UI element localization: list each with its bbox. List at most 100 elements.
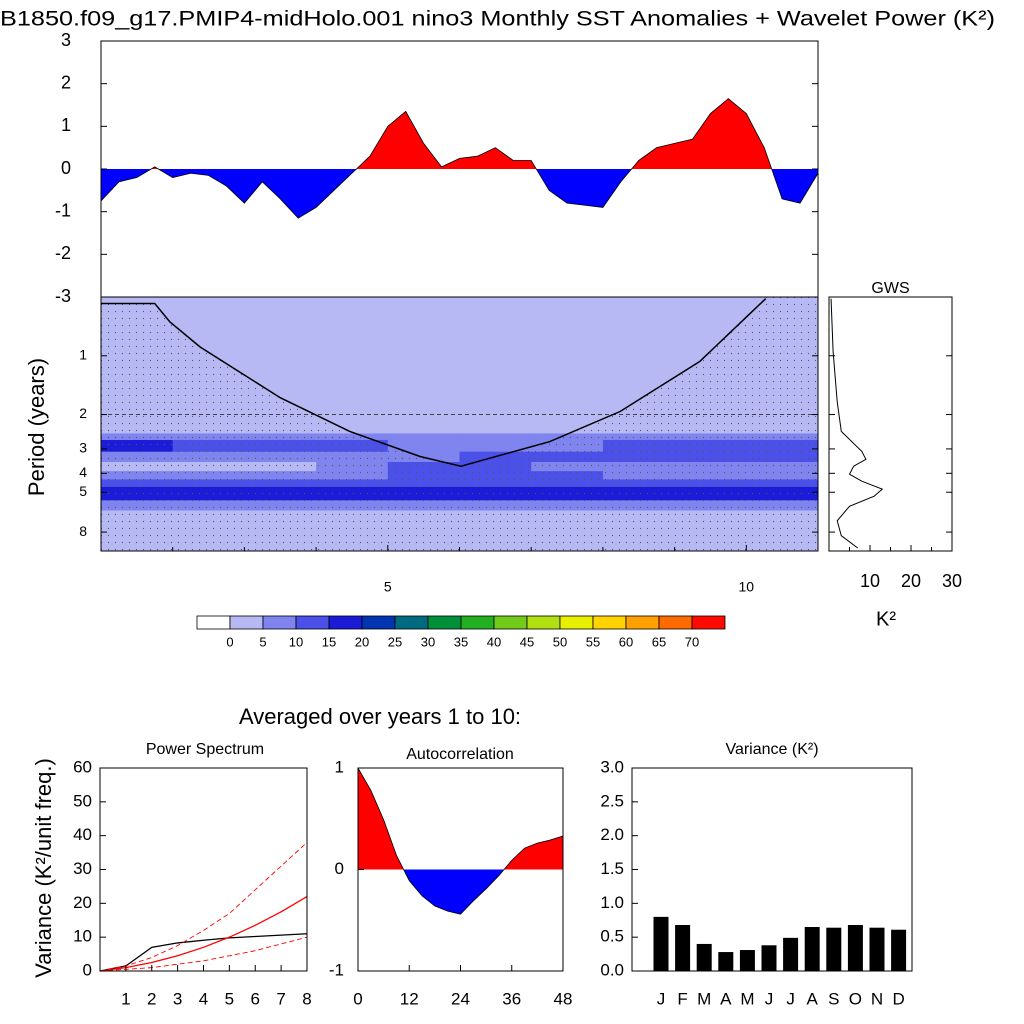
colorbar-box [592,615,627,630]
plot-frame [828,296,953,552]
series-line [99,842,308,972]
y-axis-title: Period (years) [24,358,49,496]
x-tick-label: 3 [173,989,182,1008]
x-tick-label: J [765,989,774,1008]
colorbar-label: 55 [586,634,600,649]
colorbar-label: 65 [652,634,666,649]
y-tick-label: 0.0 [600,960,624,979]
power-cell [387,439,460,453]
x-tick-label: 30 [942,571,962,591]
area-outline [100,98,819,219]
colorbar-label: 20 [355,634,369,649]
x-tick-label: F [677,989,687,1008]
cone-of-influence [101,298,767,468]
bar [761,945,777,971]
x-tick-label: 0 [353,989,362,1008]
x-tick-label: M [697,989,711,1008]
y-tick-label: 50 [73,791,92,810]
x-tick-label: 10 [860,571,880,591]
x-tick-label: 7 [276,989,285,1008]
colorbar-label: 5 [259,634,266,649]
y-tick-label: -1 [55,200,71,220]
y-tick-label: -1 [329,960,344,979]
power-cell [459,439,532,453]
y-axis-title: Variance (K²/unit freq.) [31,758,56,978]
y-tick-label: 1.5 [600,859,624,878]
cone-stipple [101,297,818,551]
x-tick-label: 6 [251,989,260,1008]
bar [847,924,863,971]
x-tick-label: 1 [121,989,130,1008]
x-tick-label: 24 [451,989,470,1008]
y-tick-label: 0 [335,859,344,878]
bar [869,927,885,971]
colorbar-label: 25 [388,634,402,649]
x-tick-label: N [871,989,883,1008]
power-cell [531,297,604,434]
bar [696,943,712,971]
x-tick-label: O [849,989,862,1008]
colorbar-box [526,615,561,630]
bar [653,916,669,971]
y-tick-label: -2 [55,243,71,263]
colorbar-box [427,615,462,630]
y-tick-label: 1.0 [600,893,624,912]
x-tick-label: 2 [147,989,156,1008]
positive-area [101,98,818,169]
y-tick-label: 1 [61,115,71,135]
bar [675,924,691,971]
panel-title: GWS [871,280,909,297]
colorbar-box [691,615,726,630]
y-tick-label: 60 [73,757,92,776]
x-tick-label: J [657,989,666,1008]
y-tick-label: 10 [73,927,92,946]
series-line [99,933,308,972]
y-tick-label: 20 [73,893,92,912]
y-tick-label: 1 [79,346,87,362]
y-tick-label: 1 [335,757,344,776]
x-tick-label: 12 [400,989,419,1008]
x-tick-label: 5 [225,989,234,1008]
chart-title: B1850.f09_g17.PMIP4-midHolo.001 nino3 Mo… [0,8,995,31]
power-cell [459,433,532,441]
power-cell [459,297,532,434]
colorbar-label: 45 [520,634,534,649]
series-line [99,936,308,972]
colorbar-box [196,615,231,630]
x-tick-label: S [828,989,839,1008]
colorbar-label: 10 [289,634,303,649]
y-tick-label: 2.0 [600,825,624,844]
colorbar-label: 15 [322,634,336,649]
y-tick-label: -3 [55,286,71,306]
x-tick-label: J [786,989,795,1008]
series-line [99,896,308,972]
x-tick-label: 20 [901,571,921,591]
colorbar-box [295,615,330,630]
bar [718,952,734,971]
colorbar-label: 0 [226,634,233,649]
bar [783,937,799,971]
colorbar-label: 40 [487,634,501,649]
colorbar-label: 35 [454,634,468,649]
y-tick-label: 4 [79,464,87,480]
colorbar-box [394,615,429,630]
y-tick-label: 3 [61,30,71,50]
colorbar-box [229,615,264,630]
x-tick-label: 36 [502,989,521,1008]
y-tick-label: 2 [79,405,87,421]
power-cell [316,297,389,434]
y-tick-label: 8 [79,523,87,539]
x-tick-label: A [720,989,732,1008]
colorbar-box [493,615,528,630]
section-title: Averaged over years 1 to 10: [239,704,521,729]
x-tick-label: 48 [554,989,573,1008]
y-tick-label: 0 [83,960,92,979]
y-tick-label: 0.5 [600,927,624,946]
bar [804,927,820,971]
colorbar-box [361,615,396,630]
x-tick-label: A [807,989,819,1008]
panel-title: Autocorrelation [406,746,514,763]
area-outline [357,767,564,915]
x-tick-label: D [892,989,904,1008]
